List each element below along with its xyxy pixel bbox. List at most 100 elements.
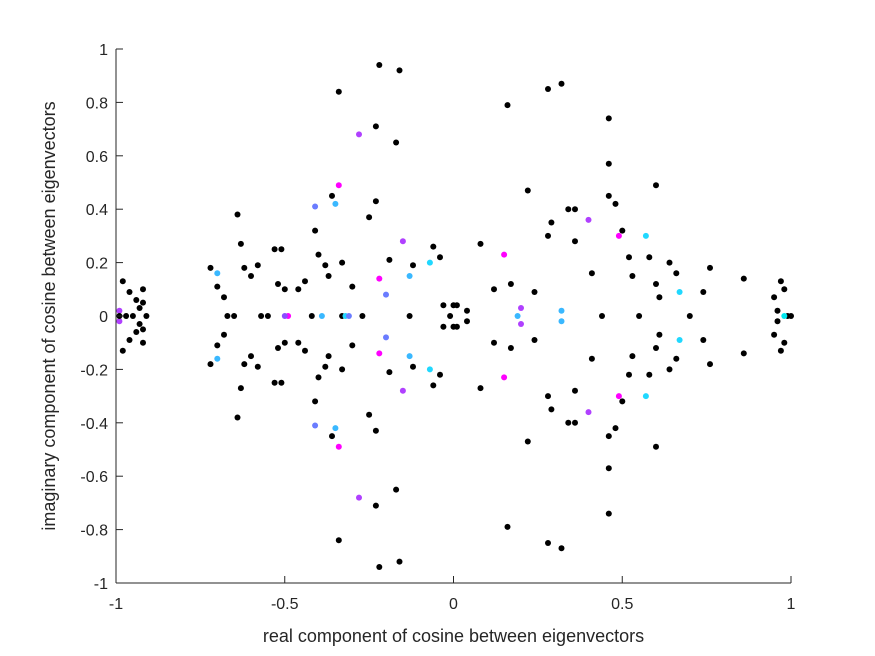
data-point (588, 355, 595, 362)
data-point (143, 313, 150, 319)
data-point (332, 425, 339, 432)
data-point (437, 254, 443, 261)
data-point (572, 419, 578, 426)
data-point (700, 337, 707, 343)
data-point (335, 443, 342, 450)
data-point (315, 374, 322, 381)
data-point (673, 270, 680, 277)
data-point (646, 254, 653, 261)
data-point (605, 115, 612, 122)
data-point (646, 371, 653, 378)
data-point (588, 270, 595, 277)
data-point (116, 307, 123, 314)
data-point (302, 347, 308, 354)
data-point (477, 385, 484, 392)
data-point (626, 254, 632, 261)
data-point (318, 313, 325, 319)
data-point (356, 131, 362, 138)
data-point (126, 289, 133, 295)
data-point (396, 67, 403, 74)
data-point (464, 307, 470, 314)
data-point (221, 294, 227, 301)
data-point (626, 371, 632, 378)
data-point (514, 313, 521, 319)
data-point (281, 339, 288, 346)
data-point (504, 102, 511, 109)
data-point (615, 393, 622, 400)
data-point (676, 289, 683, 295)
data-point (129, 313, 136, 319)
data-point (136, 305, 143, 311)
data-point (393, 139, 400, 146)
data-point (642, 232, 649, 239)
x-tick-label: -0.5 (271, 596, 299, 613)
data-point (281, 313, 288, 319)
points-layer (116, 62, 794, 570)
data-point (207, 264, 214, 271)
y-tick-label: -0.4 (80, 416, 108, 433)
data-point (545, 232, 551, 239)
data-point (777, 347, 784, 354)
data-point (359, 313, 366, 319)
data-point (140, 286, 146, 293)
data-point (376, 350, 383, 357)
data-point (335, 537, 342, 544)
data-point (430, 243, 437, 250)
data-point (653, 443, 659, 450)
data-point (406, 313, 413, 319)
data-point (605, 465, 612, 472)
data-point (315, 251, 322, 258)
data-point (399, 387, 406, 394)
data-point (356, 494, 362, 501)
data-point (308, 313, 315, 319)
data-point (295, 286, 302, 293)
data-point (372, 427, 379, 434)
data-point (545, 393, 551, 400)
data-point (676, 337, 683, 343)
data-point (237, 240, 244, 247)
data-point (248, 353, 254, 360)
data-point (430, 382, 437, 389)
y-tick-label: 0 (99, 309, 108, 326)
data-point (642, 393, 649, 400)
data-point (558, 545, 565, 552)
data-point (788, 313, 794, 319)
data-point (524, 438, 531, 445)
data-point (629, 273, 636, 279)
data-point (366, 214, 373, 221)
data-point (605, 192, 612, 199)
data-point (302, 278, 308, 285)
data-point (605, 510, 612, 517)
data-point (332, 200, 339, 207)
data-point (258, 313, 265, 319)
data-point (612, 200, 619, 207)
data-point (214, 342, 221, 349)
data-point (295, 339, 302, 346)
data-point (339, 259, 346, 266)
data-point (133, 297, 140, 303)
data-point (629, 353, 636, 360)
data-point (774, 318, 781, 325)
data-point (440, 302, 447, 309)
data-point (275, 345, 281, 351)
data-point (312, 398, 319, 405)
data-point (673, 355, 680, 362)
data-point (518, 321, 524, 327)
data-point (376, 564, 383, 570)
data-point (234, 414, 241, 421)
x-tick-label: 0.5 (611, 596, 633, 613)
data-point (386, 369, 393, 376)
data-point (207, 361, 214, 368)
data-point (636, 313, 643, 319)
data-point (329, 433, 335, 440)
data-point (325, 353, 332, 360)
data-point (410, 262, 416, 269)
data-point (241, 361, 248, 368)
x-tick-label: 1 (787, 596, 796, 613)
data-point (707, 361, 713, 368)
data-point (558, 307, 565, 314)
data-point (531, 289, 538, 295)
data-point (281, 286, 288, 293)
